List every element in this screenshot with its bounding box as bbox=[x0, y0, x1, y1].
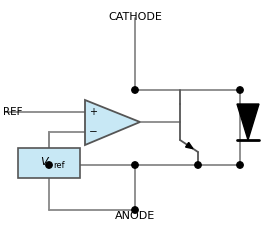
Circle shape bbox=[195, 162, 201, 168]
Text: ref: ref bbox=[53, 161, 65, 169]
Circle shape bbox=[237, 162, 243, 168]
Circle shape bbox=[237, 87, 243, 93]
Polygon shape bbox=[185, 142, 193, 149]
Circle shape bbox=[132, 207, 138, 213]
Text: ANODE: ANODE bbox=[115, 211, 155, 221]
Text: −: − bbox=[89, 127, 97, 137]
Circle shape bbox=[132, 87, 138, 93]
Text: CATHODE: CATHODE bbox=[108, 12, 162, 22]
Text: V: V bbox=[40, 157, 48, 167]
Text: REF: REF bbox=[3, 107, 22, 117]
FancyBboxPatch shape bbox=[18, 148, 80, 178]
Circle shape bbox=[46, 162, 52, 168]
Polygon shape bbox=[237, 104, 259, 140]
Polygon shape bbox=[85, 100, 140, 145]
Circle shape bbox=[132, 162, 138, 168]
Text: +: + bbox=[89, 107, 97, 117]
